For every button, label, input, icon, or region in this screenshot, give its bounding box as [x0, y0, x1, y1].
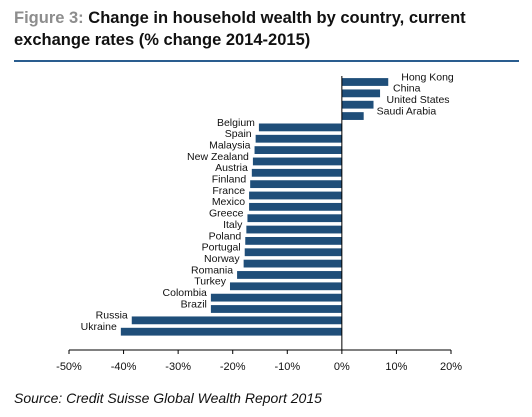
bar-label-china: China [393, 83, 421, 95]
source-note: Source: Credit Suisse Global Wealth Repo… [14, 390, 322, 406]
bar-united-states [341, 100, 374, 109]
bar-malaysia [254, 146, 342, 154]
bar-austria [251, 168, 342, 177]
bar-norway [243, 259, 342, 268]
chart-title: Figure 3: Change in household wealth by … [14, 7, 519, 51]
bar-italy [246, 225, 342, 234]
bar-label-new-zealand: New Zealand [187, 151, 249, 163]
bar-hong-kong [341, 78, 389, 86]
bar-belgium [258, 123, 342, 132]
bar-spain [255, 134, 342, 143]
x-tick-label: 10% [385, 361, 407, 373]
bar-label-colombia: Colombia [163, 287, 208, 299]
bar-romania [237, 271, 342, 279]
bar-label-portugal: Portugal [202, 242, 241, 254]
bar-label-norway: Norway [204, 253, 240, 265]
bar-label-ukraine: Ukraine [81, 321, 117, 333]
bar-label-romania: Romania [191, 264, 233, 276]
bar-label-france: France [212, 185, 245, 197]
bar-label-austria: Austria [215, 162, 248, 174]
bar-label-poland: Poland [209, 230, 242, 242]
axes: -50% -40% -30% -20% -10% 0% 10% 20% [56, 76, 462, 373]
x-tick-label: -50% [56, 361, 82, 373]
x-tick-label: -40% [111, 361, 137, 373]
bar-france [249, 191, 342, 200]
bar-greece [247, 214, 342, 223]
bar-ukraine [120, 327, 342, 336]
bar-label-italy: Italy [223, 219, 243, 231]
bar-russia [131, 316, 342, 325]
bar-label-saudi-arabia: Saudi Arabia [377, 105, 437, 117]
bar-china [341, 89, 381, 98]
figure-label: Figure 3: [14, 9, 84, 27]
bar-portugal [244, 248, 342, 257]
bar-label-spain: Spain [225, 128, 252, 140]
bar-label-finland: Finland [212, 174, 247, 186]
bar-label-mexico: Mexico [212, 196, 245, 208]
x-tick-label: 0% [334, 361, 350, 373]
bar-label-malaysia: Malaysia [209, 139, 251, 151]
bar-label-turkey: Turkey [194, 276, 226, 288]
bar-colombia [210, 293, 342, 302]
bar-label-brazil: Brazil [181, 298, 207, 310]
title-divider [14, 60, 519, 62]
bar-poland [245, 237, 342, 245]
x-tick-label: -30% [165, 361, 191, 373]
x-tick-label: -20% [220, 361, 246, 373]
bar-label-hong-kong: Hong Kong [401, 71, 454, 83]
bar-label-greece: Greece [209, 208, 244, 220]
x-tick-label: -10% [274, 361, 300, 373]
bar-label-russia: Russia [96, 310, 128, 322]
bar-brazil [210, 305, 342, 313]
x-tick-label: 20% [440, 361, 462, 373]
bar-group [120, 78, 389, 336]
bar-finland [250, 180, 342, 189]
bar-new-zealand [252, 157, 342, 166]
bar-label-united-states: United States [387, 94, 450, 106]
bar-turkey [229, 282, 342, 291]
bar-saudi-arabia [341, 112, 364, 120]
bar-mexico [249, 202, 342, 211]
chart-title-text: Change in household wealth by country, c… [14, 9, 466, 49]
bar-label-belgium: Belgium [217, 117, 255, 129]
